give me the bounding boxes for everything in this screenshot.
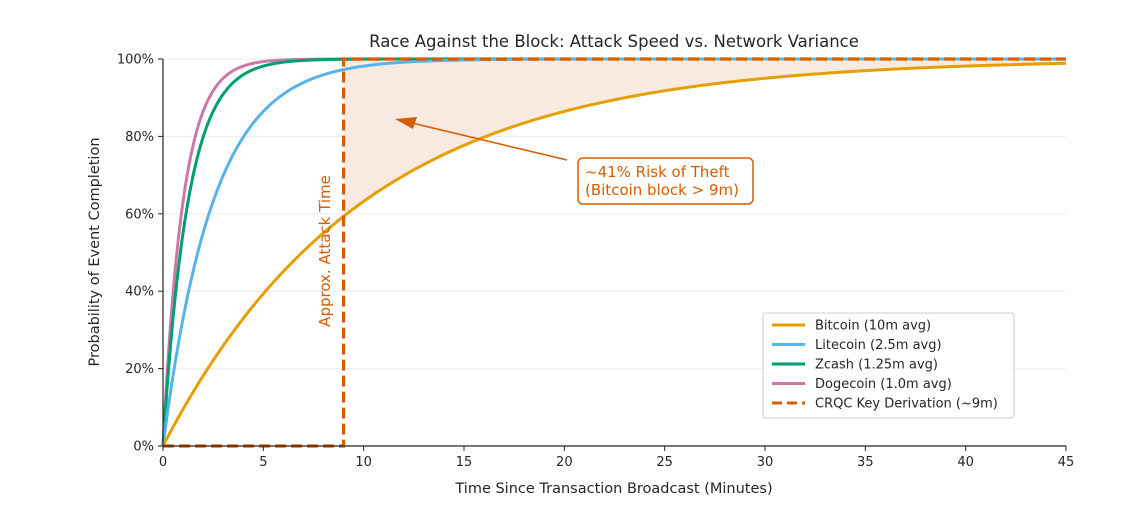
- annotation-line-1: ~41% Risk of Theft: [585, 163, 730, 181]
- shaded-risk-area: [343, 59, 1067, 217]
- x-tick-label: 25: [656, 455, 673, 470]
- y-tick-label: 20%: [125, 362, 154, 377]
- legend-label: Dogecoin (1.0m avg): [815, 377, 952, 392]
- x-tick-label: 5: [259, 455, 267, 470]
- annotation-line-2: (Bitcoin block > 9m): [585, 181, 739, 199]
- x-tick-label: 20: [556, 455, 573, 470]
- legend-label: CRQC Key Derivation (~9m): [815, 397, 998, 412]
- annotation-box: [577, 157, 754, 205]
- legend-label: Litecoin (2.5m avg): [815, 338, 942, 353]
- legend: Bitcoin (10m avg) Litecoin (2.5m avg) Zcas…: [762, 312, 1015, 419]
- y-tick-label: 60%: [125, 207, 154, 222]
- x-axis-label: Time Since Transaction Broadcast (Minute…: [454, 481, 772, 497]
- attack-time-label: Approx. Attack Time: [316, 175, 334, 327]
- legend-label: Zcash (1.25m avg): [815, 358, 938, 373]
- y-tick-label: 0%: [133, 440, 154, 455]
- legend-box: [762, 312, 1015, 419]
- y-tick-label: 40%: [125, 285, 154, 300]
- chart-title: Race Against the Block: Attack Speed vs.…: [369, 32, 859, 51]
- x-tick-label: 15: [456, 455, 473, 470]
- x-tick-label: 35: [857, 455, 874, 470]
- y-tick-label: 80%: [125, 130, 154, 145]
- x-tick-label: 45: [1058, 455, 1075, 470]
- x-tick-label: 10: [355, 455, 372, 470]
- x-tick-label: 30: [757, 455, 774, 470]
- y-tick-label: 100%: [117, 53, 154, 68]
- x-tick-label: 0: [159, 455, 167, 470]
- series-lines: [161, 57, 1067, 448]
- legend-label: Bitcoin (10m avg): [815, 319, 931, 334]
- arrowhead-icon: [395, 117, 417, 129]
- shaded-risk-region: [343, 59, 1067, 217]
- x-tick-label: 40: [957, 455, 974, 470]
- axes: 0% 20% 40% 60% 80% 100% 0 5 10 15 20 25 30 35 40 45: [117, 53, 1074, 471]
- risk-annotation: ~41% Risk of Theft (Bitcoin block > 9m): [395, 117, 754, 205]
- y-axis-label: Probability of Event Completion: [87, 137, 103, 366]
- annotation-arrow: [411, 122, 568, 161]
- series-line-bitcoin: [161, 61, 1067, 447]
